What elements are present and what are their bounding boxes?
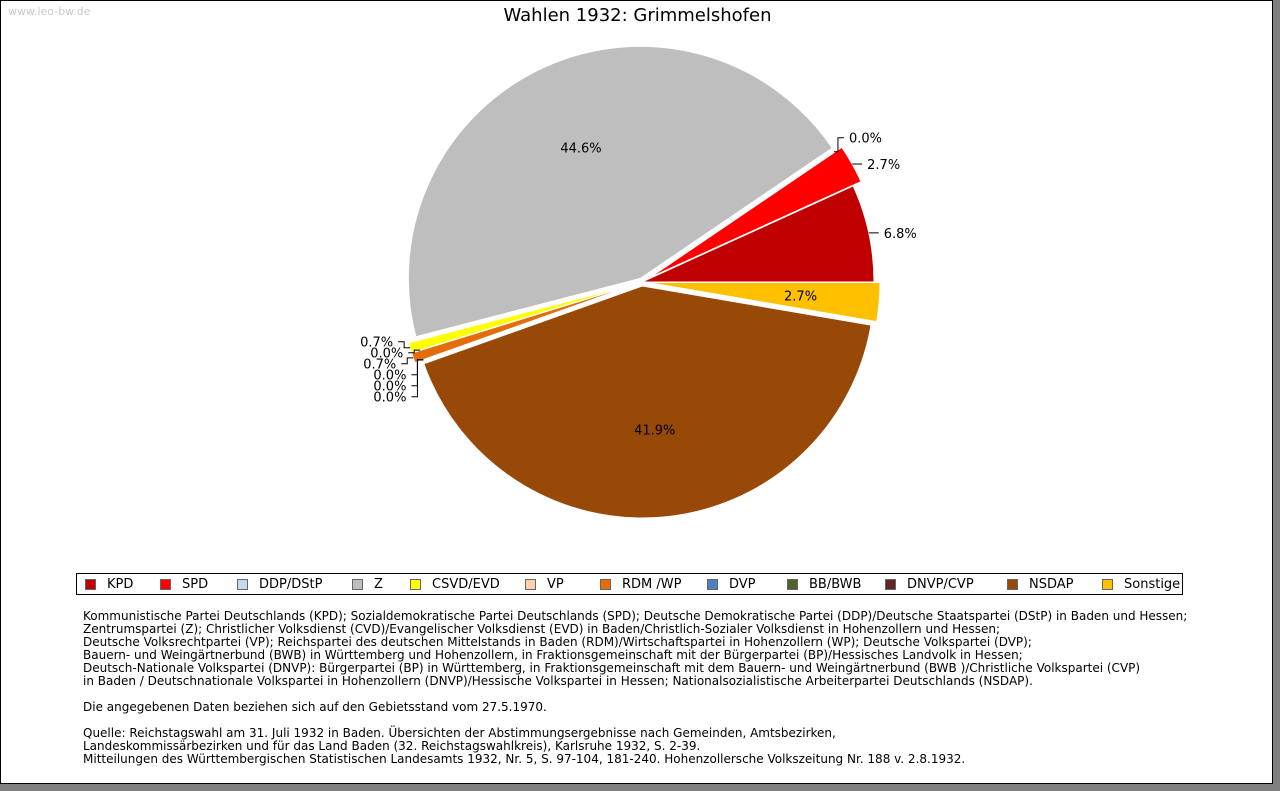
- leader-line: [408, 349, 421, 354]
- legend-swatch: [410, 579, 421, 590]
- slice-value-label: 41.9%: [634, 423, 675, 438]
- legend-swatch: [1007, 579, 1018, 590]
- legend-swatch: [707, 579, 718, 590]
- note-line: in Baden / Deutschnationale Volkspartei …: [83, 674, 1033, 688]
- pie-slice-spd: [649, 146, 862, 279]
- legend-label: NSDAP: [1029, 577, 1074, 592]
- leader-line: [401, 357, 414, 365]
- legend-swatch: [787, 579, 798, 590]
- slice-value-label: 0.7%: [363, 358, 396, 373]
- notes: Kommunistische Partei Deutschlands (KPD)…: [83, 610, 1203, 766]
- slice-value-label: 0.0%: [849, 132, 882, 147]
- legend: KPD SPD DDP/DStP Z CSVD/EVD VP RDM /WP DVP BB/BW…: [76, 573, 1183, 595]
- pie-slice-nsdap: [423, 285, 872, 519]
- slice-value-label: 0.0%: [370, 347, 403, 362]
- legend-swatch: [1102, 579, 1113, 590]
- slice-value-label: 6.8%: [884, 227, 917, 242]
- slice-value-label: 44.6%: [560, 141, 601, 156]
- slice-value-label: 0.0%: [373, 380, 406, 395]
- legend-swatch: [600, 579, 611, 590]
- leader-line: [833, 137, 844, 153]
- watermark: www.leo-bw.de: [8, 5, 91, 18]
- legend-swatch: [85, 579, 96, 590]
- leader-line: [398, 341, 411, 349]
- legend-swatch: [237, 579, 248, 590]
- slice-value-label: 0.0%: [373, 369, 406, 384]
- legend-label: DVP: [729, 577, 756, 592]
- territory-note: Die angegebenen Daten beziehen sich auf …: [83, 700, 547, 714]
- note-line: Bauern- und Weingärtnerbund (BWB) in Wür…: [83, 648, 1023, 662]
- source-line: Quelle: Reichstagswahl am 31. Juli 1932 …: [83, 726, 836, 740]
- pie-slice-z: [407, 45, 834, 338]
- pie-slice-sonstige: [647, 282, 881, 323]
- legend-label: BB/BWB: [809, 577, 862, 592]
- legend-label: DNVP/CVP: [907, 577, 974, 592]
- note-line: Deutsch-Nationale Volkspartei (DNVP): Bü…: [83, 661, 1141, 675]
- legend-swatch: [885, 579, 896, 590]
- slice-value-label: 0.0%: [373, 391, 406, 406]
- legend-swatch: [160, 579, 171, 590]
- note-line: Deutsche Volksrechtpartei (VP); Reichspa…: [83, 635, 1032, 649]
- legend-swatch: [525, 579, 536, 590]
- slice-value-label: 0.7%: [360, 336, 393, 351]
- slice-value-label: 2.7%: [784, 289, 817, 304]
- legend-label: KPD: [107, 577, 134, 592]
- source-line: Mitteilungen des Württembergischen Stati…: [83, 752, 966, 766]
- chart-title: Wahlen 1932: Grimmelshofen: [503, 5, 772, 26]
- legend-label: VP: [547, 577, 564, 592]
- legend-label: Z: [374, 577, 383, 592]
- legend-label: SPD: [182, 577, 209, 592]
- slice-labels: 44.6%41.9%2.7%0.0%2.7%6.8%0.7%0.0%0.7%0.…: [360, 132, 917, 439]
- source-line: Landeskommissärbezirken und für das Land…: [83, 739, 701, 753]
- slice-value-label: 2.7%: [867, 158, 900, 173]
- leader-line: [411, 359, 424, 398]
- pie-chart: 44.6%41.9%2.7%0.0%2.7%6.8%0.7%0.0%0.7%0.…: [360, 45, 917, 519]
- legend-swatch: [352, 579, 363, 590]
- leader-lines: [398, 137, 879, 398]
- note-line: Kommunistische Partei Deutschlands (KPD)…: [83, 609, 1188, 623]
- pie-slices: [407, 45, 881, 519]
- legend-label: RDM /WP: [622, 577, 682, 592]
- legend-label: DDP/DStP: [259, 577, 323, 592]
- note-line: Zentrumspartei (Z); Christlicher Volksdi…: [83, 622, 1001, 636]
- legend-label: CSVD/EVD: [432, 577, 500, 592]
- legend-label: Sonstige: [1124, 577, 1181, 592]
